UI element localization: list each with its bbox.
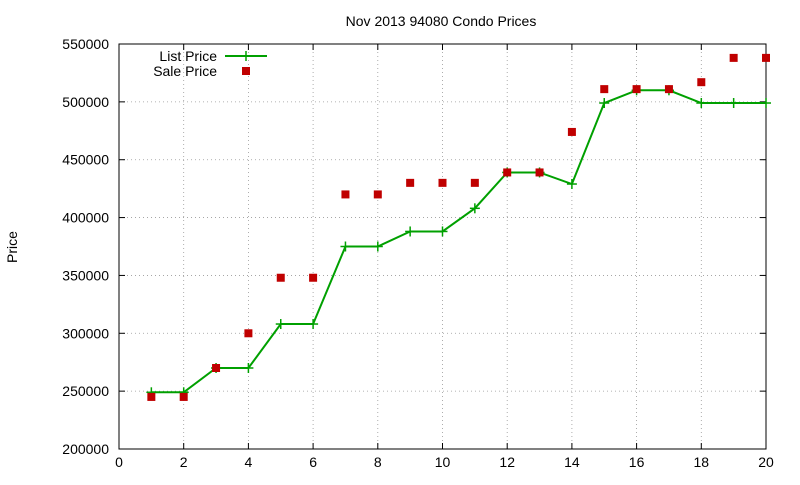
y-tick-label: 550000	[62, 36, 109, 52]
data-point	[600, 85, 609, 94]
series	[146, 53, 771, 401]
grid	[119, 44, 766, 449]
data-point	[244, 329, 253, 338]
data-point	[340, 241, 351, 252]
x-tick-label: 0	[115, 454, 123, 470]
data-point	[373, 190, 382, 199]
y-tick-label: 400000	[62, 210, 109, 226]
data-point	[566, 179, 577, 190]
y-tick-label: 250000	[62, 383, 109, 399]
legend-marker	[241, 51, 251, 61]
data-point	[147, 392, 156, 401]
series-sale-price	[147, 53, 770, 401]
data-point	[212, 364, 221, 372]
data-point	[372, 241, 383, 252]
data-point	[309, 273, 318, 282]
y-tick-label: 350000	[62, 267, 109, 283]
data-point	[275, 319, 286, 330]
data-point	[762, 53, 770, 62]
legend-marker	[242, 67, 250, 75]
x-tick-label: 10	[435, 454, 451, 470]
legend-label: List Price	[159, 48, 217, 64]
y-tick-label: 450000	[62, 152, 109, 168]
data-point	[243, 363, 254, 373]
data-point	[341, 190, 350, 199]
x-tick-label: 20	[758, 454, 774, 470]
x-tick-label: 2	[180, 454, 188, 470]
data-point	[729, 53, 738, 62]
data-point	[405, 226, 416, 237]
x-tick-label: 12	[499, 454, 515, 470]
axis-ticks: 0 2 4 6 8 10 12 14 16 18 20 200000 250000 300000 35000…	[62, 36, 774, 470]
x-tick-label: 18	[694, 454, 710, 470]
data-point	[599, 98, 610, 109]
y-axis-label: Price	[4, 231, 20, 263]
chart-title: Nov 2013 94080 Condo Prices	[346, 13, 537, 29]
y-tick-label: 300000	[62, 325, 109, 341]
data-point	[503, 168, 512, 177]
data-point	[696, 98, 707, 109]
legend-label: Sale Price	[153, 63, 217, 79]
data-point	[437, 226, 448, 237]
series-list-price	[146, 85, 771, 398]
data-point	[438, 178, 447, 187]
data-point	[179, 392, 188, 401]
x-tick-label: 6	[309, 454, 317, 470]
data-point	[535, 168, 544, 177]
x-tick-label: 8	[374, 454, 382, 470]
x-tick-label: 16	[629, 454, 645, 470]
data-point	[761, 98, 771, 109]
y-tick-label: 500000	[62, 94, 109, 110]
data-point	[697, 78, 706, 87]
data-point	[632, 85, 641, 94]
data-point	[470, 178, 479, 187]
data-point	[567, 127, 576, 136]
data-point	[276, 273, 285, 282]
data-point	[664, 85, 673, 94]
y-tick-label: 200000	[62, 441, 109, 457]
series-line	[151, 89, 766, 394]
x-tick-label: 14	[564, 454, 580, 470]
data-point	[308, 319, 319, 330]
data-point	[469, 203, 480, 214]
x-tick-label: 4	[245, 454, 253, 470]
data-point	[406, 178, 415, 187]
data-point	[728, 98, 739, 109]
